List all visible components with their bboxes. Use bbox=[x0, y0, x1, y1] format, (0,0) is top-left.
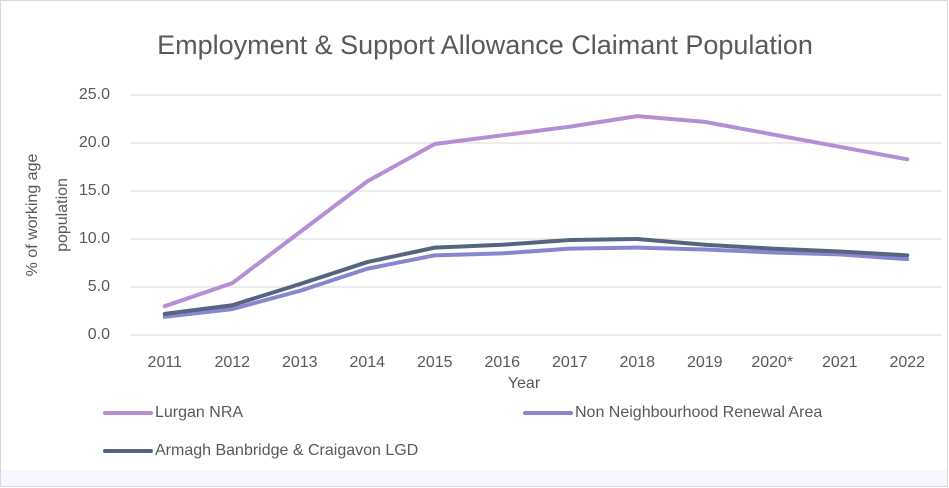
y-tick-label: 0.0 bbox=[88, 326, 110, 343]
legend-label: Lurgan NRA bbox=[155, 404, 243, 421]
x-tick-label: 2022 bbox=[889, 354, 925, 371]
y-tick-label: 10.0 bbox=[79, 230, 110, 247]
x-tick-label: 2019 bbox=[687, 354, 723, 371]
x-tick-label: 2012 bbox=[214, 354, 250, 371]
x-tick-label: 2016 bbox=[484, 354, 520, 371]
y-tick-label: 25.0 bbox=[79, 86, 110, 103]
y-axis-label: % of working age bbox=[24, 154, 41, 277]
x-tick-label: 2018 bbox=[619, 354, 655, 371]
y-tick-label: 15.0 bbox=[79, 182, 110, 199]
chart-footer bbox=[1, 470, 947, 486]
y-tick-label: 5.0 bbox=[88, 278, 110, 295]
x-tick-label: 2014 bbox=[349, 354, 385, 371]
series-line bbox=[162, 237, 910, 316]
series-line bbox=[162, 114, 910, 309]
series-line bbox=[162, 245, 910, 319]
x-tick-label: 2020* bbox=[751, 354, 793, 371]
x-tick-label: 2017 bbox=[552, 354, 588, 371]
x-tick-label: 2021 bbox=[822, 354, 858, 371]
y-axis-label: population bbox=[54, 178, 71, 252]
x-tick-label: 2011 bbox=[148, 354, 183, 371]
legend-label: Non Neighbourhood Renewal Area bbox=[575, 404, 822, 421]
chart-title: Employment & Support Allowance Claimant … bbox=[157, 30, 813, 60]
x-axis-label: Year bbox=[508, 375, 541, 392]
y-tick-label: 20.0 bbox=[79, 134, 110, 151]
legend-label: Armagh Banbridge & Craigavon LGD bbox=[155, 442, 418, 459]
x-tick-label: 2015 bbox=[417, 354, 453, 371]
x-tick-label: 2013 bbox=[282, 354, 318, 371]
